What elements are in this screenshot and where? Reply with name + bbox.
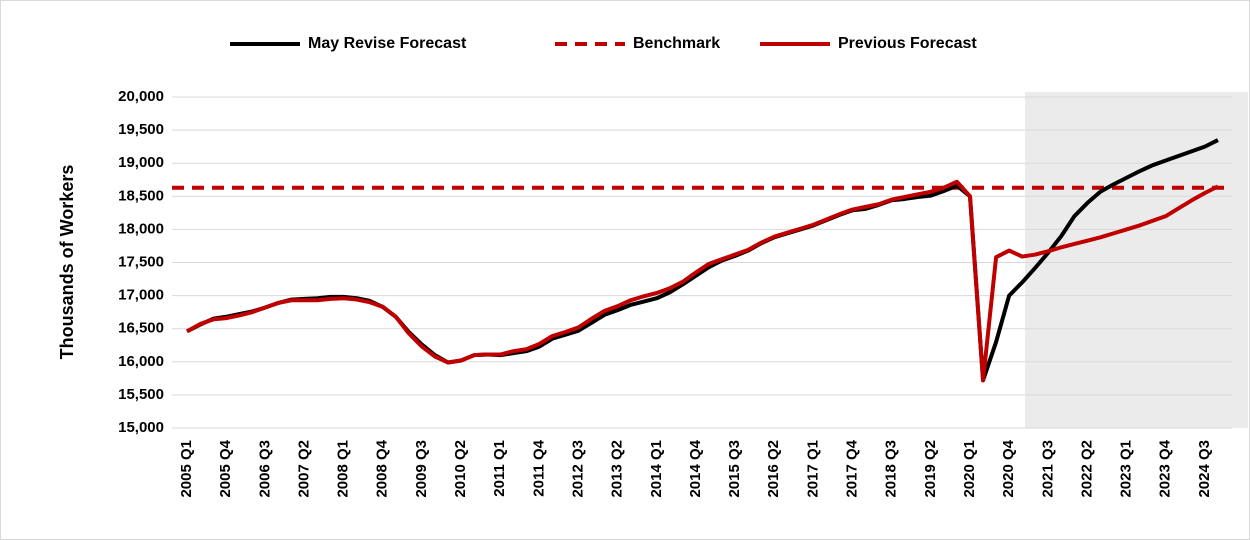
x-tick-label: 2012 Q3 (569, 440, 586, 498)
x-tick-label: 2014 Q1 (648, 440, 665, 498)
x-tick-label: 2017 Q1 (804, 440, 821, 498)
x-tick-label: 2023 Q4 (1157, 439, 1174, 497)
x-tick-label: 2024 Q3 (1196, 440, 1213, 498)
y-tick-label: 18,000 (118, 220, 164, 237)
y-tick-label: 20,000 (118, 88, 164, 105)
y-tick-label: 15,000 (118, 419, 164, 436)
x-tick-label: 2018 Q3 (883, 440, 900, 498)
y-tick-label: 18,500 (118, 187, 164, 204)
y-tick-label: 17,000 (118, 287, 164, 304)
y-tick-label: 17,500 (118, 253, 164, 270)
x-tick-label: 2010 Q2 (452, 440, 469, 498)
x-tick-label: 2011 Q4 (530, 439, 547, 496)
y-tick-label: 16,500 (118, 320, 164, 337)
legend-label: Previous Forecast (838, 35, 977, 52)
x-tick-label: 2014 Q4 (687, 439, 704, 497)
x-tick-label: 2015 Q3 (726, 440, 743, 498)
x-tick-label: 2005 Q4 (217, 439, 234, 497)
x-tick-label: 2022 Q2 (1078, 440, 1095, 498)
x-tick-label: 2009 Q3 (413, 440, 430, 498)
x-tick-label: 2008 Q1 (335, 440, 352, 498)
x-tick-label: 2020 Q4 (1000, 439, 1017, 497)
x-tick-label: 2021 Q3 (1039, 440, 1056, 498)
y-tick-label: 19,500 (118, 121, 164, 138)
x-tick-label: 2016 Q2 (765, 440, 782, 498)
legend-label: May Revise Forecast (308, 35, 467, 52)
legend-label: Benchmark (633, 35, 720, 52)
x-tick-label: 2020 Q1 (961, 440, 978, 498)
x-tick-label: 2007 Q2 (295, 440, 312, 498)
y-tick-label: 16,000 (118, 353, 164, 370)
y-tick-label: 15,500 (118, 386, 164, 403)
x-tick-label: 2013 Q2 (609, 440, 626, 498)
x-tick-label: 2005 Q1 (178, 440, 195, 498)
x-tick-label: 2011 Q1 (491, 440, 508, 497)
x-tick-label: 2023 Q1 (1118, 440, 1135, 498)
x-tick-label: 2019 Q2 (922, 440, 939, 498)
series-line (186, 179, 1219, 383)
x-tick-label: 2017 Q4 (844, 439, 861, 497)
y-axis-title: Thousands of Workers (57, 165, 77, 360)
y-tick-label: 19,000 (118, 154, 164, 171)
forecast-shade (1025, 92, 1248, 428)
x-tick-label: 2008 Q4 (374, 439, 391, 497)
x-tick-label: 2006 Q3 (256, 440, 273, 498)
